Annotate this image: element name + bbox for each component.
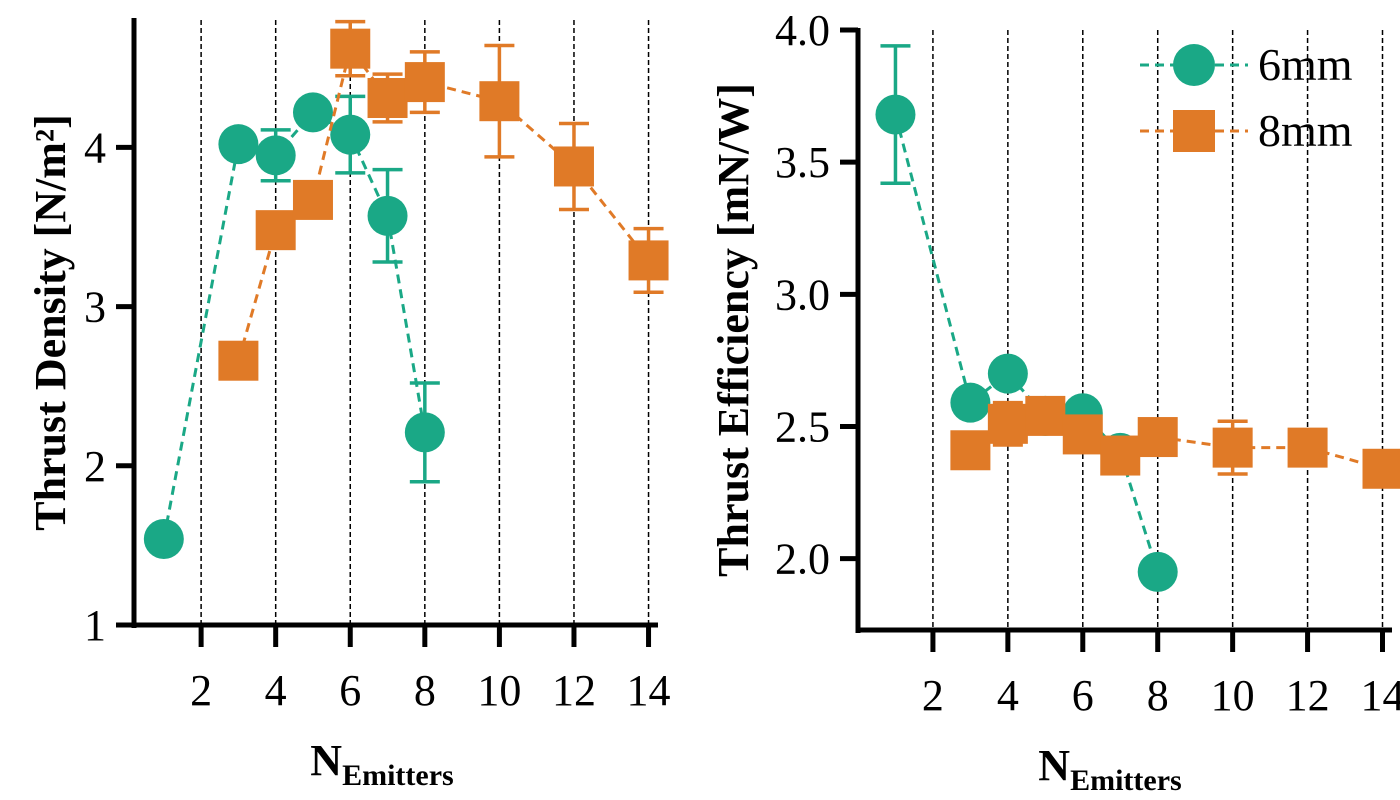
data-point-8mm: [1212, 427, 1253, 468]
x-tick-label: 4: [997, 671, 1019, 720]
series-6mm: [875, 44, 1178, 592]
y-tick-label: 2.0: [775, 535, 830, 584]
data-point-6mm: [950, 382, 991, 423]
y-tick-label: 4: [84, 123, 106, 172]
data-point-8mm: [367, 78, 408, 119]
legend-marker-8mm: [1173, 110, 1215, 152]
data-point-6mm: [875, 94, 916, 135]
y-axis-title: Thrust Density [N/m²]: [26, 114, 75, 531]
x-tick-label: 2: [922, 671, 944, 720]
data-point-8mm: [628, 240, 669, 281]
data-point-8mm: [255, 210, 296, 251]
data-point-8mm: [479, 81, 520, 122]
x-tick-label: 8: [1147, 671, 1169, 720]
y-tick-label: 1: [84, 601, 106, 650]
data-point-8mm: [987, 403, 1028, 444]
data-point-8mm: [404, 62, 445, 103]
x-tick-label: 2: [190, 666, 212, 715]
x-tick-label: 6: [339, 666, 361, 715]
legend-marker-6mm: [1173, 44, 1215, 86]
x-tick-label: 10: [1211, 671, 1255, 720]
x-axis-title: NEmitters: [1038, 741, 1181, 797]
data-point-8mm: [1062, 414, 1103, 455]
data-point-8mm: [1025, 395, 1066, 436]
y-axis-title: Thrust Efficiency [mN/W]: [709, 83, 758, 577]
data-point-8mm: [330, 28, 371, 69]
x-tick-label: 4: [265, 666, 287, 715]
x-axis-title: NEmitters: [310, 736, 453, 792]
x-tick-label: 8: [414, 666, 436, 715]
x-tick-label: 10: [477, 666, 521, 715]
y-tick-label: 4.0: [775, 6, 830, 55]
x-tick-label: 14: [1361, 671, 1400, 720]
data-point-8mm: [218, 340, 259, 381]
data-point-8mm: [1100, 435, 1141, 476]
data-point-8mm: [950, 430, 991, 471]
series-8mm: [218, 19, 669, 381]
data-point-6mm: [330, 114, 371, 155]
series-line-6mm: [162, 110, 427, 540]
x-axis-title-main: N: [1038, 741, 1070, 790]
data-point-6mm: [255, 135, 296, 176]
data-point-6mm: [292, 92, 333, 133]
x-tick-label: 12: [552, 666, 596, 715]
y-tick-label: 3.5: [775, 138, 830, 187]
data-point-6mm: [1137, 551, 1178, 592]
y-tick-label: 2: [84, 442, 106, 491]
data-point-6mm: [404, 412, 445, 453]
series-8mm: [950, 395, 1400, 489]
x-axis-title-subscript: Emitters: [342, 759, 454, 792]
y-tick-label: 3.0: [775, 270, 830, 319]
series-6mm: [143, 92, 445, 560]
x-tick-label: 12: [1286, 671, 1330, 720]
data-point-6mm: [367, 195, 408, 236]
y-tick-label: 3: [84, 283, 106, 332]
x-axis-title-main: N: [310, 736, 342, 785]
x-tick-label: 14: [627, 666, 671, 715]
thrust-efficiency-panel: 2 4 6 8 10 12 14 2.0 2.5 3.0 3.5 4.0 Thrust Efficien…: [709, 6, 1400, 797]
data-point-8mm: [292, 179, 333, 220]
legend-label-8mm: 8mm: [1258, 105, 1353, 156]
y-tick-label: 2.5: [775, 402, 830, 451]
series-line-6mm: [894, 114, 1160, 573]
data-point-8mm: [1137, 417, 1178, 458]
data-point-8mm: [553, 146, 594, 187]
data-point-6mm: [218, 124, 259, 165]
legend-label-6mm: 6mm: [1258, 39, 1353, 90]
x-axis-title-subscript: Emitters: [1070, 764, 1182, 797]
data-point-6mm: [987, 353, 1028, 394]
data-point-6mm: [143, 519, 184, 560]
data-point-8mm: [1287, 427, 1328, 468]
x-tick-label: 6: [1072, 671, 1094, 720]
data-point-8mm: [1362, 448, 1400, 489]
